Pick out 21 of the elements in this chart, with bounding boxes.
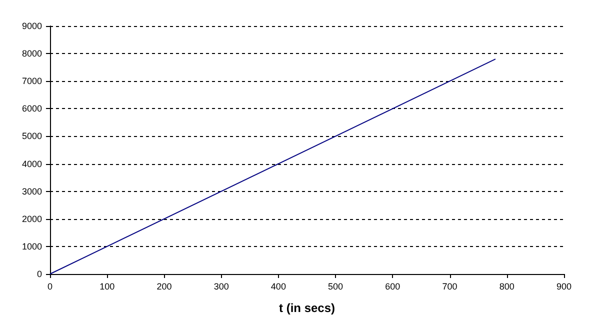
x-tick-label: 600 bbox=[385, 282, 400, 292]
y-tick-label: 1000 bbox=[22, 241, 42, 252]
y-tick-label: 0 bbox=[36, 269, 42, 279]
x-axis-title: t (in secs) bbox=[278, 301, 336, 315]
y-tick-label: 6000 bbox=[22, 104, 42, 114]
y-tick-label: 2000 bbox=[22, 214, 42, 224]
x-tick-label: 300 bbox=[214, 282, 229, 292]
y-tick-label: 9000 bbox=[22, 21, 42, 31]
x-tick-label: 900 bbox=[556, 282, 572, 292]
y-tick-label: 7000 bbox=[22, 76, 42, 86]
y-tick-label: 8000 bbox=[22, 48, 42, 59]
x-tick-label: 200 bbox=[156, 282, 172, 292]
x-tick-label: 800 bbox=[499, 282, 514, 292]
y-tick-label: 5000 bbox=[22, 131, 42, 142]
x-tick-label: 500 bbox=[328, 282, 344, 292]
y-tick-label: 4000 bbox=[22, 158, 42, 169]
y-tick-label: 3000 bbox=[22, 186, 42, 196]
x-tick-label: 700 bbox=[442, 282, 458, 292]
x-tick-label: 100 bbox=[100, 282, 115, 292]
x-tick-label: 400 bbox=[270, 282, 286, 292]
x-tick-label: 0 bbox=[47, 282, 53, 292]
